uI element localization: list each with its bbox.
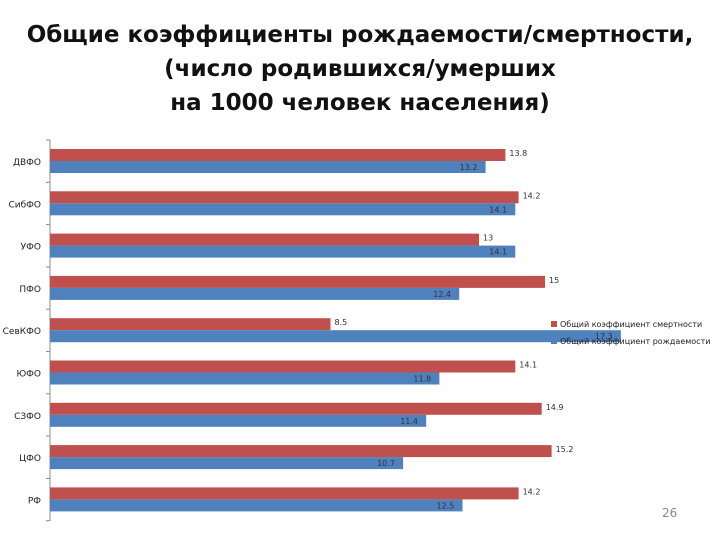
category-label-пфо: ПФО: [19, 285, 41, 295]
legend-swatch-1: [551, 321, 557, 327]
data-label-birth-сибфо: 14.1: [489, 205, 507, 214]
bar-birth-цфо: [50, 457, 404, 470]
data-label-birth-юфо: 11.8: [413, 375, 431, 384]
data-label-birth-цфо: 10.7: [377, 459, 395, 468]
data-label-mortality-цфо: 15.2: [556, 445, 574, 454]
bar-birth-севкфо: [50, 330, 621, 343]
legend-label-1: Общий коэффициент смертности: [560, 320, 702, 329]
category-label-рф: РФ: [28, 496, 41, 506]
title-line-2: (число родившихся/умерших: [164, 56, 556, 82]
bar-birth-рф: [50, 499, 463, 512]
category-label-сзфо: СЗФО: [14, 412, 41, 422]
bar-birth-сибфо: [50, 203, 516, 216]
category-label-уфо: УФО: [21, 243, 41, 253]
data-label-birth-двфо: 13.2: [460, 163, 478, 172]
data-label-birth-рф: 12.5: [437, 501, 455, 510]
data-label-birth-севкфо: 17.3: [595, 332, 613, 341]
data-label-birth-уфо: 14.1: [489, 248, 507, 257]
bar-mortality-уфо: [50, 233, 479, 246]
legend-swatch-2: [551, 338, 557, 344]
category-label-севкфо: СевКФО: [3, 327, 41, 337]
bar-birth-уфо: [50, 245, 516, 258]
bar-birth-сзфо: [50, 414, 427, 427]
bar-mortality-цфо: [50, 445, 552, 458]
bar-birth-юфо: [50, 372, 440, 385]
bar-mortality-пфо: [50, 275, 545, 288]
data-label-mortality-сибфо: 14.2: [523, 191, 541, 200]
category-label-двфо: ДВФО: [13, 158, 41, 168]
bar-mortality-двфо: [50, 149, 506, 161]
category-label-юфо: ЮФО: [16, 370, 41, 380]
title-line-1: Общие коэффициенты рождаемости/смертност…: [26, 22, 694, 48]
data-label-mortality-рф: 14.2: [523, 487, 541, 496]
page-number: 26: [662, 506, 678, 520]
bar-birth-пфо: [50, 287, 460, 300]
data-label-mortality-пфо: 15: [549, 276, 559, 285]
bar-mortality-сибфо: [50, 191, 519, 204]
bar-mortality-сзфо: [50, 402, 542, 415]
legend-label-2: Общий коэффициент рождаемости: [560, 337, 710, 346]
bar-mortality-севкфо: [50, 318, 331, 331]
chart-title: Общие коэффициенты рождаемости/смертност…: [0, 18, 720, 120]
bar-birth-двфо: [50, 161, 486, 173]
data-label-mortality-сзфо: 14.9: [546, 403, 564, 412]
bar-mortality-юфо: [50, 360, 516, 373]
title-line-3: на 1000 человек населения): [170, 90, 550, 116]
category-label-сибфо: СибФО: [8, 200, 41, 210]
data-label-mortality-севкфо: 8.5: [335, 318, 348, 327]
data-label-mortality-юфо: 14.1: [519, 361, 537, 370]
category-label-цфо: ЦФО: [19, 454, 41, 464]
bar-mortality-рф: [50, 487, 519, 500]
data-label-birth-сзфо: 11.4: [400, 417, 418, 426]
data-label-mortality-уфо: 13: [483, 234, 493, 243]
data-label-birth-пфо: 12.4: [433, 290, 451, 299]
data-label-mortality-двфо: 13.8: [509, 149, 527, 158]
